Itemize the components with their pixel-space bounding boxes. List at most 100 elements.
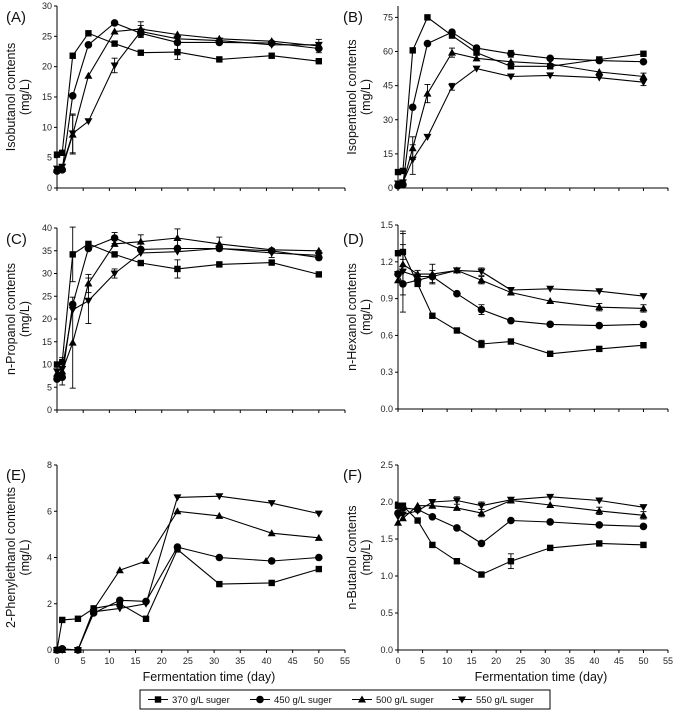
series-line bbox=[56, 243, 319, 366]
data-point bbox=[546, 54, 554, 63]
y-tick-label: 20 bbox=[42, 314, 52, 324]
data-point bbox=[268, 579, 275, 587]
data-point bbox=[639, 57, 648, 66]
data-point bbox=[267, 41, 276, 49]
series-line bbox=[56, 28, 319, 171]
x-tick-label: 20 bbox=[157, 656, 167, 666]
data-point bbox=[115, 605, 124, 613]
data-point bbox=[507, 338, 515, 345]
legend-label: 450 g/L suger bbox=[274, 695, 332, 706]
data-point bbox=[507, 558, 515, 565]
data-point bbox=[506, 496, 515, 504]
data-point bbox=[216, 580, 223, 588]
data-point bbox=[507, 63, 515, 70]
data-point bbox=[58, 366, 67, 374]
data-point bbox=[546, 72, 555, 80]
series-line bbox=[56, 546, 319, 651]
series-line bbox=[397, 273, 644, 327]
series-4 bbox=[394, 230, 648, 313]
series-line bbox=[397, 263, 644, 309]
data-point bbox=[546, 518, 554, 526]
x-tick-label: 30 bbox=[209, 656, 219, 666]
data-point bbox=[546, 320, 554, 329]
data-point bbox=[59, 616, 66, 624]
data-point bbox=[478, 340, 485, 348]
x-tick-label: 5 bbox=[420, 656, 425, 666]
data-point bbox=[137, 49, 144, 56]
y-tick-label: 20 bbox=[42, 62, 52, 72]
data-point bbox=[546, 500, 555, 508]
data-point bbox=[136, 250, 145, 258]
data-point bbox=[424, 14, 431, 21]
data-point bbox=[53, 165, 61, 173]
data-point bbox=[142, 600, 151, 608]
data-point bbox=[173, 234, 182, 242]
data-point bbox=[477, 539, 486, 548]
series-line bbox=[57, 495, 319, 651]
data-point bbox=[173, 494, 182, 502]
legend-item-3: 500 g/L suger bbox=[352, 695, 434, 706]
y-tick-label: 2.0 bbox=[380, 497, 393, 507]
data-point bbox=[314, 252, 323, 260]
y-axis-label: n-Propanol contents bbox=[4, 263, 18, 375]
data-point bbox=[452, 497, 461, 505]
data-point bbox=[85, 240, 92, 248]
data-point bbox=[267, 500, 276, 508]
panel-label: (B) bbox=[343, 9, 363, 26]
data-point bbox=[596, 540, 603, 547]
panel-d: 0.0 0.3 0.6 0.9 1.2 1.5 n-Hexanol contents (mg/… bbox=[343, 220, 669, 414]
y-axis-label: 2-Phenylethanol contents bbox=[4, 487, 18, 628]
data-point bbox=[429, 312, 436, 319]
data-point bbox=[413, 507, 422, 515]
y-tick-label: 2.5 bbox=[380, 460, 393, 470]
x-tick-label: 55 bbox=[340, 656, 350, 666]
data-point bbox=[546, 60, 555, 68]
data-point bbox=[429, 541, 436, 549]
legend-box bbox=[139, 689, 551, 710]
data-point bbox=[84, 71, 93, 79]
data-point bbox=[142, 556, 151, 564]
data-point bbox=[215, 37, 224, 45]
legend-label: 550 g/L suger bbox=[476, 695, 534, 706]
x-tick-label: 45 bbox=[614, 656, 624, 666]
y-tick-label: 0.0 bbox=[380, 645, 393, 655]
data-point bbox=[110, 239, 119, 247]
data-point bbox=[136, 28, 145, 36]
data-point bbox=[85, 30, 92, 37]
series-1 bbox=[53, 30, 323, 158]
data-point bbox=[448, 28, 456, 36]
legend-marker bbox=[256, 695, 264, 704]
data-point bbox=[640, 541, 647, 549]
legend-marker bbox=[358, 695, 366, 703]
y-axis-label: n-Hexanol contents bbox=[345, 263, 359, 371]
series-1 bbox=[394, 14, 647, 176]
data-point bbox=[472, 44, 481, 52]
x-tick-label: 10 bbox=[104, 656, 114, 666]
data-point bbox=[507, 316, 515, 325]
data-point bbox=[394, 168, 402, 176]
data-point bbox=[110, 27, 119, 35]
x-tick-label: 25 bbox=[183, 656, 193, 666]
data-point bbox=[507, 49, 515, 58]
data-point bbox=[173, 507, 182, 515]
panel-label: (A) bbox=[6, 9, 26, 26]
data-point bbox=[595, 497, 604, 505]
data-point bbox=[215, 245, 224, 253]
data-point bbox=[136, 237, 145, 245]
data-point bbox=[110, 234, 119, 242]
x-tick-label: 40 bbox=[261, 656, 271, 666]
x-tick-label: 50 bbox=[314, 656, 324, 666]
data-point bbox=[640, 342, 647, 349]
data-point bbox=[314, 246, 323, 254]
series-4 bbox=[53, 493, 323, 654]
y-tick-label: 45 bbox=[383, 81, 393, 91]
series-line bbox=[397, 251, 644, 355]
y-tick-label: 1.5 bbox=[380, 220, 393, 230]
y-tick-label: 0.6 bbox=[380, 330, 393, 340]
data-point bbox=[472, 54, 481, 62]
x-tick-label: 40 bbox=[589, 656, 599, 666]
data-point bbox=[595, 74, 604, 82]
data-point bbox=[174, 265, 181, 273]
x-axis-label: Fermentation time (day) bbox=[143, 670, 276, 684]
data-point bbox=[477, 276, 486, 284]
